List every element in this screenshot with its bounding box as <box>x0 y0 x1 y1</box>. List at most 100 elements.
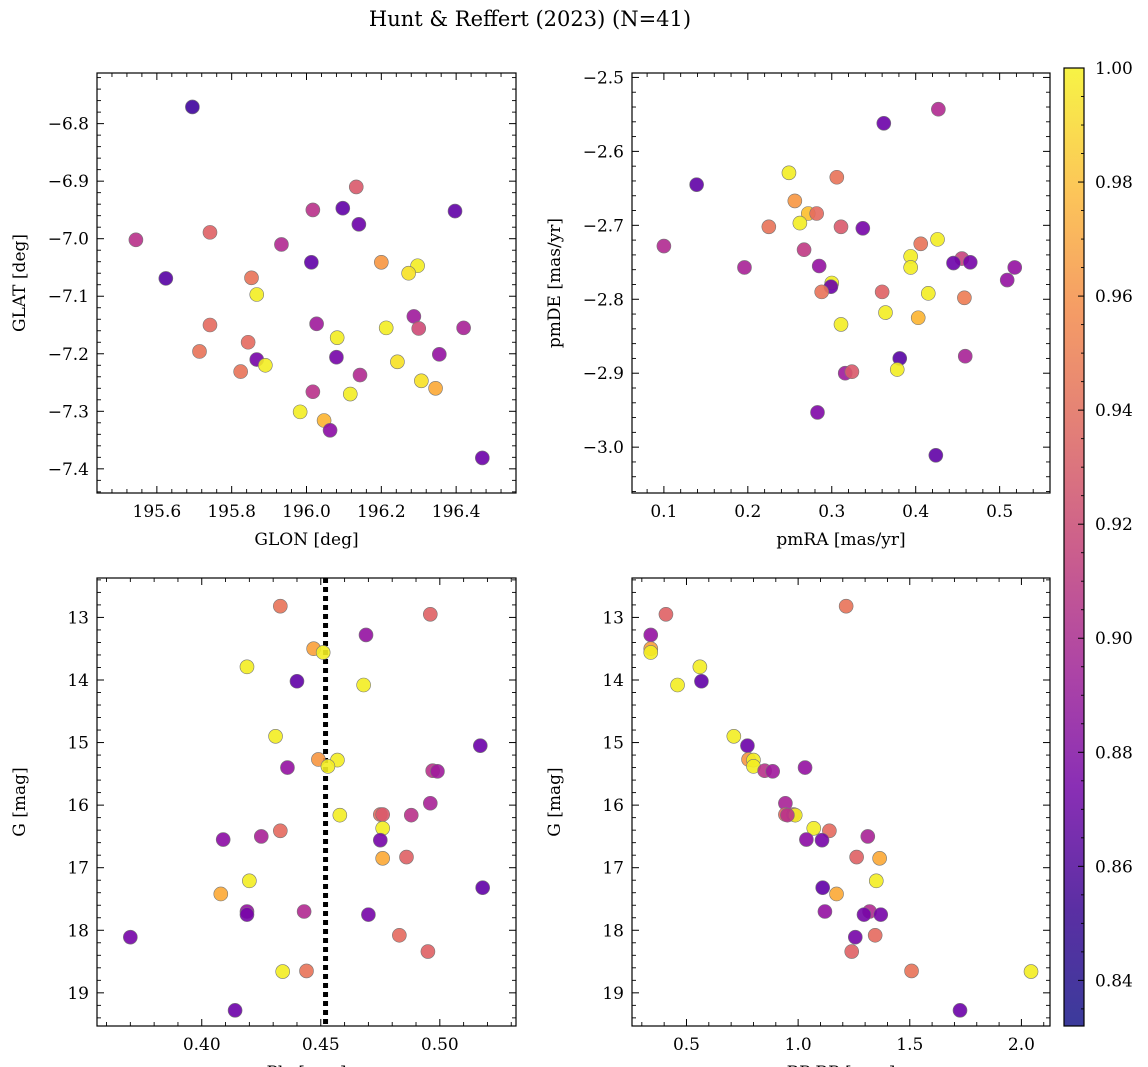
scatter-point <box>817 904 833 919</box>
y-tick-label: 19 <box>67 984 89 1004</box>
scatter-point <box>273 598 288 614</box>
scatter-point <box>422 795 438 811</box>
scatter-point <box>656 238 672 254</box>
scatter-point <box>411 321 427 336</box>
scatter-point <box>401 265 416 281</box>
colorbar-bar <box>1063 67 1085 1027</box>
scatter-point <box>689 177 704 192</box>
scatter-point <box>304 254 319 270</box>
scatter-point <box>814 832 830 848</box>
scatter-point <box>274 237 289 252</box>
scatter-point <box>275 964 290 979</box>
scatter-point <box>292 404 308 420</box>
x-tick-label: 196.4 <box>432 502 481 522</box>
colorbar-tick-label: 0.96 <box>1095 287 1133 307</box>
scatter-point <box>430 764 445 779</box>
y-tick-label: −7.0 <box>48 230 89 250</box>
scatter-point <box>815 880 830 896</box>
scatter-point <box>258 357 273 373</box>
scatter-point <box>351 217 367 232</box>
scatter-point <box>810 405 825 420</box>
scatter-point <box>913 236 929 252</box>
scatter-point <box>761 219 777 235</box>
scatter-point <box>781 165 797 181</box>
scatter-point <box>233 364 248 379</box>
scatter-point <box>202 225 218 240</box>
scatter-point <box>787 193 803 209</box>
scatter-point <box>889 362 905 377</box>
scatter-point <box>329 349 344 365</box>
panel-1: 195.6 195.8 196.0 196.2 196.4 −6.8 −6.9 −7.0 −7.… <box>10 72 517 550</box>
colorbar: 0.84 0.86 0.88 0.90 0.92 0.94 0.96 0.98 1.00 <box>1063 59 1133 1027</box>
scatter-point <box>833 317 849 332</box>
x-tick-label: 2.0 <box>1008 1035 1035 1055</box>
scatter-point <box>797 760 813 775</box>
y-axis-label: G [mag] <box>10 767 30 836</box>
scatter-point <box>780 807 795 823</box>
y-tick-label: −2.7 <box>583 216 624 236</box>
scatter-point <box>253 829 269 844</box>
scatter-point <box>374 254 389 270</box>
scatter-point <box>903 260 918 275</box>
scatter-point <box>829 886 844 902</box>
y-tick-label: 17 <box>67 859 89 879</box>
scatter-point <box>289 673 305 689</box>
x-tick-label: 0.2 <box>734 502 761 522</box>
scatter-point <box>928 447 944 463</box>
scatter-point <box>185 99 200 115</box>
scatter-point <box>844 944 860 959</box>
scatter-point <box>694 673 709 689</box>
y-tick-label: 15 <box>67 734 89 754</box>
y-tick-label: 18 <box>67 921 89 941</box>
x-tick-label: 196.2 <box>357 502 406 522</box>
scatter-point <box>244 270 259 286</box>
y-tick-label: 19 <box>602 984 624 1004</box>
scatter-point <box>799 832 814 847</box>
scatter-point <box>202 317 218 333</box>
scatter-point <box>957 290 972 306</box>
scatter-point <box>420 944 436 959</box>
scatter-point <box>299 963 314 979</box>
scatter-point <box>320 759 336 774</box>
scatter-point <box>472 738 488 753</box>
y-tick-label: 17 <box>602 859 624 879</box>
scatter-point <box>957 348 973 364</box>
scatter-point <box>765 764 780 779</box>
y-tick-label: 14 <box>602 671 624 691</box>
scatter-point <box>904 963 919 979</box>
scatter-point <box>670 677 685 693</box>
scatter-point <box>814 284 829 300</box>
x-tick-label: 0.3 <box>818 502 845 522</box>
y-tick-label: −2.6 <box>583 142 624 162</box>
x-axis-label: GLON [deg] <box>254 530 358 550</box>
scatter-point <box>215 832 231 847</box>
scatter-point <box>833 219 849 235</box>
x-tick-label: 0.40 <box>183 1035 221 1055</box>
axes-frame <box>96 72 517 494</box>
x-tick-label: 0.45 <box>302 1035 340 1055</box>
scatter-point <box>726 729 742 744</box>
scatter-point <box>335 200 351 216</box>
x-tick-label: 0.4 <box>902 502 929 522</box>
scatter-point <box>849 849 864 865</box>
y-tick-label: −7.2 <box>48 345 89 365</box>
scatter-point <box>309 316 324 332</box>
scatter-point <box>1023 964 1039 979</box>
scatter-point <box>428 380 443 396</box>
scatter-point <box>952 1003 968 1018</box>
colorbar-tick-label: 0.84 <box>1095 971 1133 991</box>
scatter-point <box>806 820 822 836</box>
scatter-point <box>273 823 288 839</box>
scatter-point <box>322 422 338 438</box>
scatter-point <box>1007 260 1023 275</box>
scatter-point <box>844 364 860 380</box>
scatter-point <box>855 220 871 236</box>
y-tick-label: 16 <box>602 796 624 816</box>
scatter-point <box>123 929 138 945</box>
x-tick-label: 195.6 <box>133 502 182 522</box>
panel-4: 0.5 1.0 1.5 2.0 13 14 15 16 17 18 19 BP-RP [mag] G [… <box>545 577 1051 1067</box>
scatter-point <box>227 1003 243 1018</box>
y-tick-label: 15 <box>602 734 624 754</box>
axes-frame <box>631 72 1051 494</box>
scatter-point <box>378 320 394 336</box>
